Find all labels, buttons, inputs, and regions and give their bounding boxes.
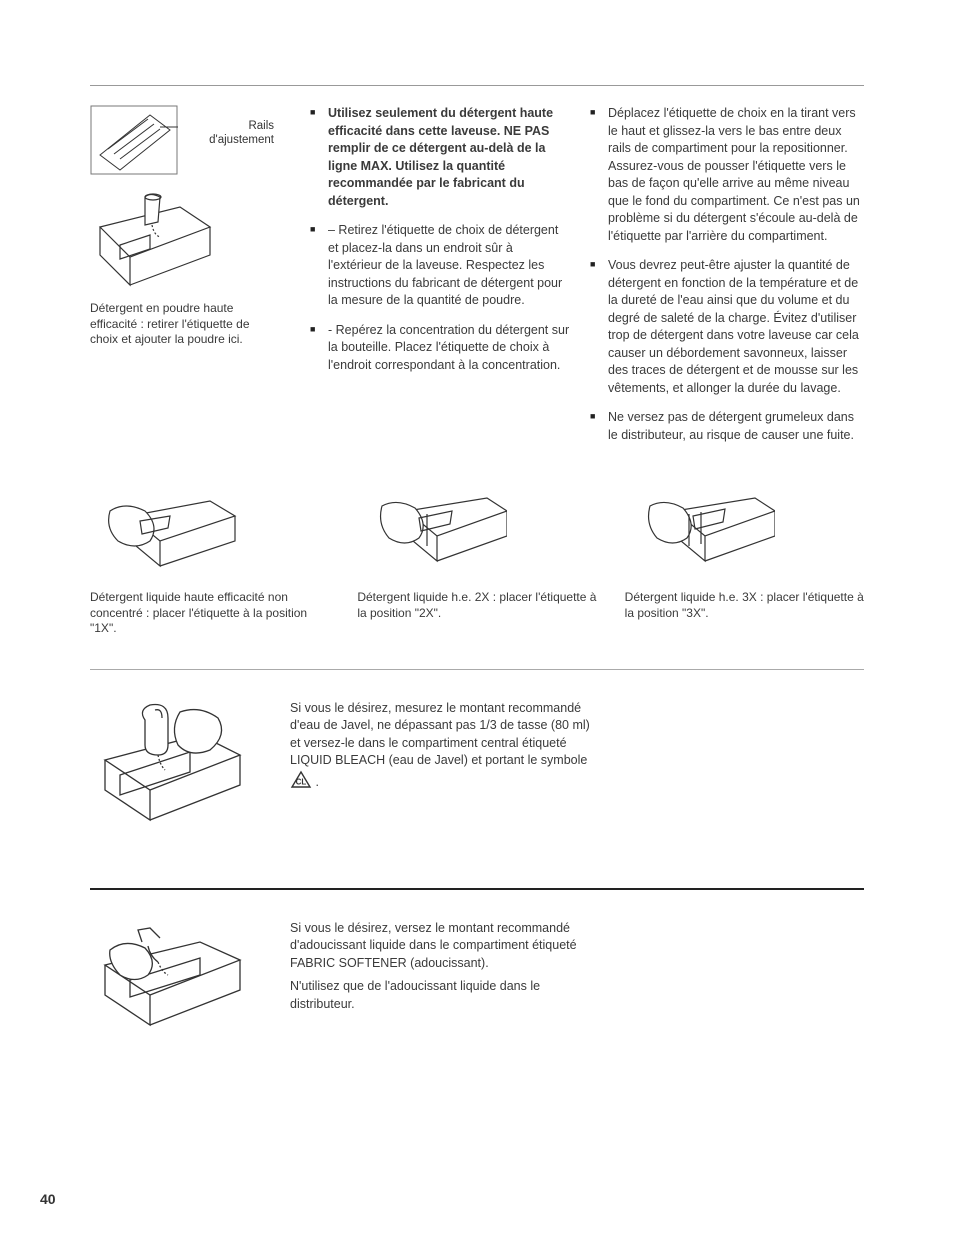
bleach-text: Si vous le désirez, mesurez le montant r… [290, 700, 590, 796]
bullet-item: - Repérez la concentration du détergent … [310, 322, 570, 375]
powder-caption: Détergent en poudre haute efficacité : r… [90, 301, 270, 348]
section-divider-1 [90, 669, 864, 670]
bleach-text-pre: Si vous le désirez, mesurez le montant r… [290, 701, 590, 768]
liquid-detergent-figures-row: Détergent liquide haute efficacité non c… [90, 486, 864, 637]
bullet-text: Ne versez pas de détergent grumeleux dan… [608, 410, 854, 442]
bleach-text-post: . [315, 775, 318, 789]
top-divider [90, 85, 864, 86]
bullet-item: Utilisez seulement du détergent haute ef… [310, 105, 570, 210]
fig-2x-caption: Détergent liquide h.e. 2X : placer l'éti… [357, 590, 596, 621]
page-number: 40 [40, 1191, 56, 1207]
detergent-section: Rails d'ajustement Détergent en poudre h… [90, 105, 864, 637]
softener-text-2: N'utilisez que de l'adoucissant liquide … [290, 978, 590, 1013]
detergent-bullets-right: Déplacez l'étiquette de choix en la tira… [590, 105, 864, 456]
fig-2x-illustration [357, 486, 507, 586]
fig-1x: Détergent liquide haute efficacité non c… [90, 486, 329, 637]
svg-text:CL: CL [296, 777, 307, 786]
rails-label: Rails d'ajustement [184, 105, 274, 148]
bullet-item: Ne versez pas de détergent grumeleux dan… [590, 409, 864, 444]
softener-illustration [90, 920, 250, 1040]
fig-1x-caption: Détergent liquide haute efficacité non c… [90, 590, 329, 637]
rails-figure-block: Rails d'ajustement [90, 105, 290, 175]
bullet-text: – Retirez l'étiquette de choix de déterg… [328, 223, 562, 307]
bullet-item: – Retirez l'étiquette de choix de déterg… [310, 222, 570, 310]
powder-figure-block: Détergent en poudre haute efficacité : r… [90, 187, 290, 348]
bullet-text: Utilisez seulement du détergent haute ef… [328, 106, 553, 208]
bullet-text: - Repérez la concentration du détergent … [328, 323, 569, 372]
fig-1x-illustration [90, 486, 240, 586]
detergent-left-figures: Rails d'ajustement Détergent en poudre h… [90, 105, 290, 348]
bleach-figure [90, 700, 250, 840]
softener-section: Si vous le désirez, versez le montant re… [90, 920, 864, 1040]
bleach-section: Si vous le désirez, mesurez le montant r… [90, 700, 864, 840]
fig-3x-illustration [625, 486, 775, 586]
bullet-item: Déplacez l'étiquette de choix en la tira… [590, 105, 864, 245]
softener-figure [90, 920, 250, 1040]
fig-3x-caption: Détergent liquide h.e. 3X : placer l'éti… [625, 590, 864, 621]
bullet-text: Vous devrez peut-être ajuster la quantit… [608, 258, 859, 395]
cl-icon: CL [290, 770, 312, 796]
softener-text-block: Si vous le désirez, versez le montant re… [290, 920, 590, 1014]
fig-2x: Détergent liquide h.e. 2X : placer l'éti… [357, 486, 596, 637]
softener-text-1: Si vous le désirez, versez le montant re… [290, 920, 590, 973]
powder-illustration [90, 187, 220, 297]
bleach-illustration [90, 700, 250, 840]
bullet-item: Vous devrez peut-être ajuster la quantit… [590, 257, 864, 397]
fig-3x: Détergent liquide h.e. 3X : placer l'éti… [625, 486, 864, 637]
bullet-text: Déplacez l'étiquette de choix en la tira… [608, 106, 860, 243]
section-divider-2 [90, 888, 864, 890]
detergent-bullets-middle: Utilisez seulement du détergent haute ef… [310, 105, 570, 386]
rails-illustration [90, 105, 178, 175]
